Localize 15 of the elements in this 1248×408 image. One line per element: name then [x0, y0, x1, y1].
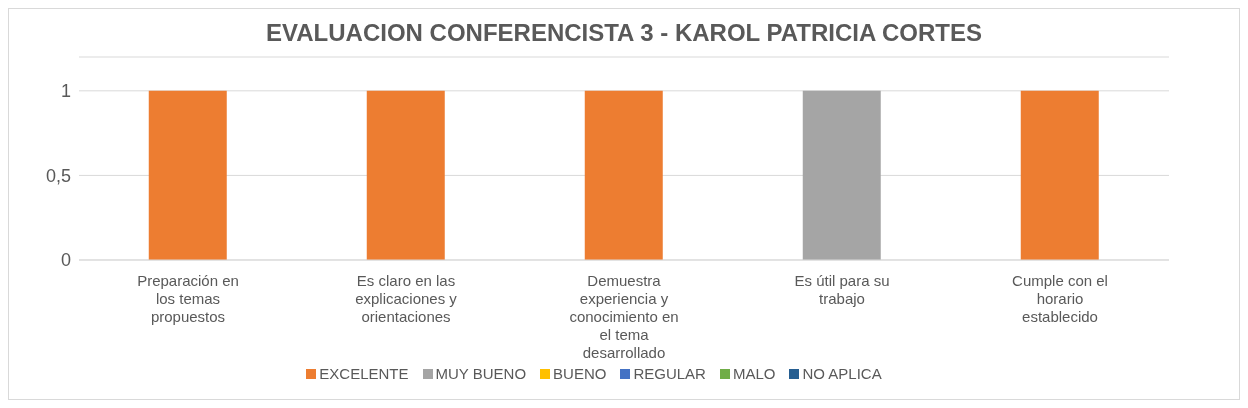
x-tick-label: Cumple con el horario establecido: [1012, 272, 1108, 325]
legend-label: EXCELENTE: [318, 365, 409, 382]
y-tick-label: 1: [60, 81, 71, 102]
x-tick-label: Es útil para su trabajo: [794, 272, 890, 307]
legend-label: REGULAR: [632, 365, 706, 382]
y-tick-label: 0,5: [45, 165, 71, 186]
y-tick-label: 0: [60, 250, 71, 271]
chart-title: EVALUACION CONFERENCISTA 3 - KAROL PATRICIA CORTES: [265, 19, 983, 47]
x-tick-label: Demuestra experiencia y conocimiento en el tema desarrollado: [569, 272, 679, 361]
legend-label: NO APLICA: [801, 365, 882, 382]
x-tick-label: Es claro en las explicaciones y orientaciones: [355, 272, 458, 325]
legend-label: BUENO: [552, 365, 607, 382]
legend-label: MALO: [731, 365, 776, 382]
x-tick-label: Preparación en los temas propuestos: [137, 272, 239, 325]
legend-label: MUY BUENO: [434, 365, 527, 382]
